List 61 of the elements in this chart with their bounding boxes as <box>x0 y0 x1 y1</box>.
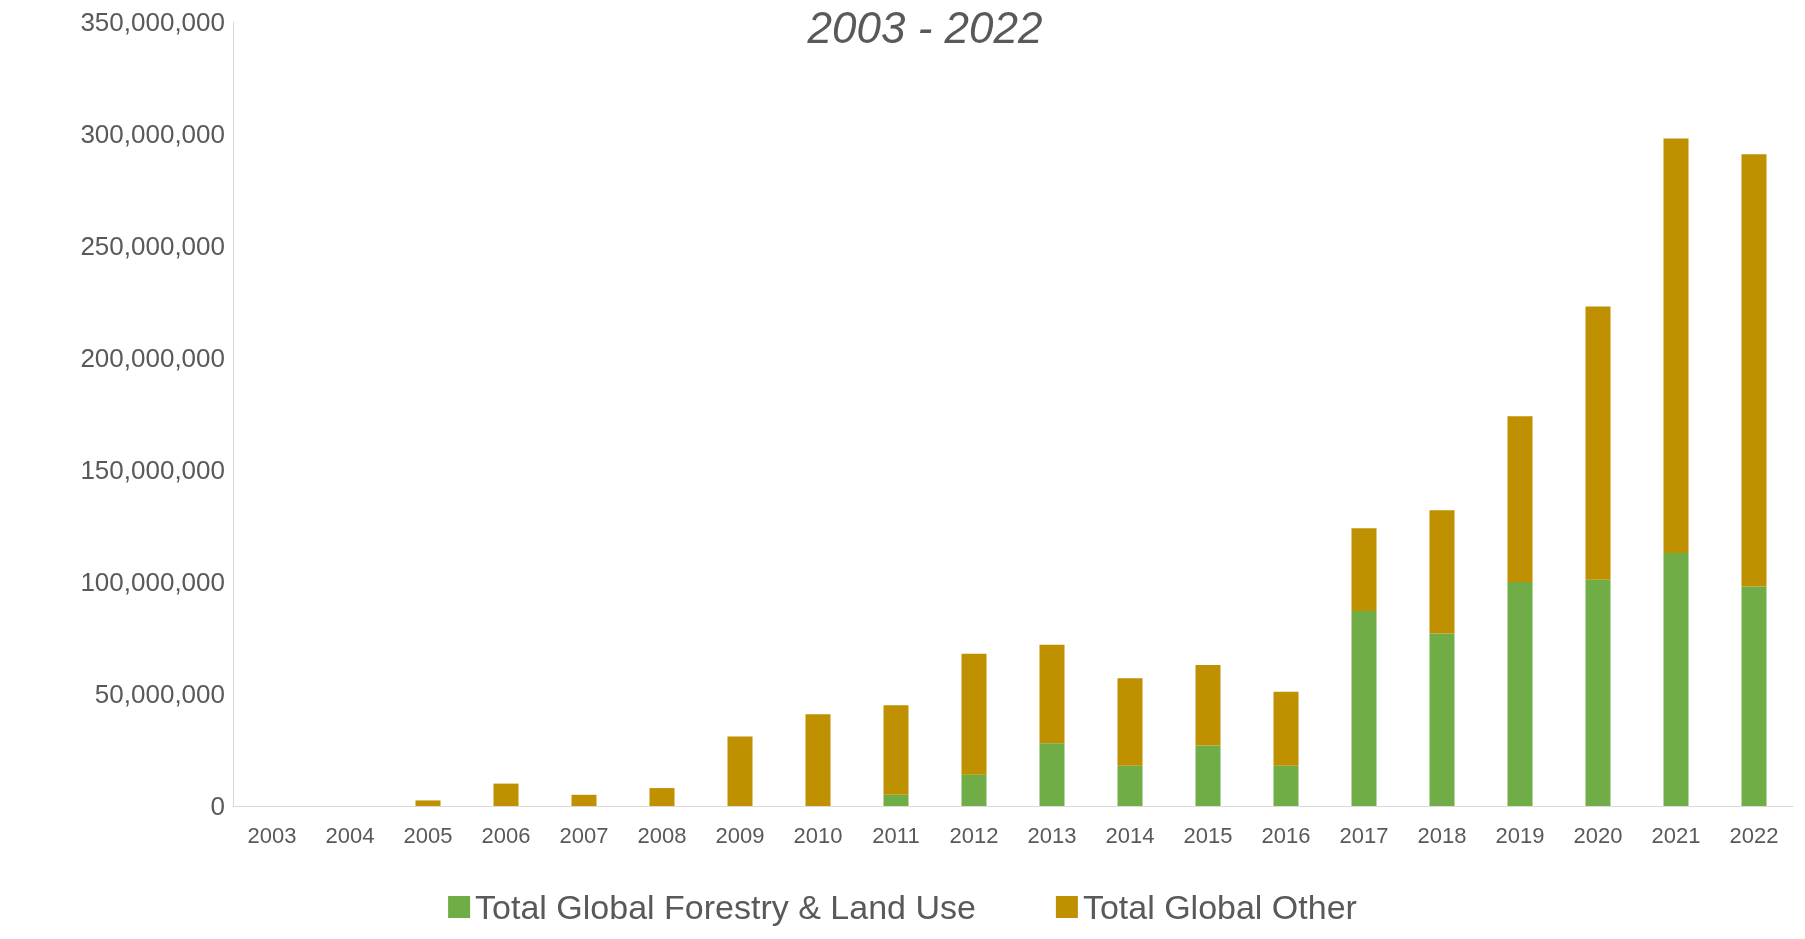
bar <box>1117 678 1143 766</box>
x-tick-label: 2016 <box>1261 822 1311 848</box>
x-tick-label: 2019 <box>1495 822 1545 848</box>
y-tick-label: 150,000,000 <box>80 455 225 485</box>
x-tick-label: 2007 <box>559 822 609 848</box>
bar <box>1273 691 1299 766</box>
bar <box>1663 138 1689 553</box>
bar <box>1039 743 1065 806</box>
y-tick-label: 300,000,000 <box>80 119 225 149</box>
x-tick-label: 2013 <box>1027 822 1077 848</box>
bar <box>1195 664 1221 746</box>
bar <box>1507 582 1533 806</box>
x-tick-label: 2022 <box>1729 822 1779 848</box>
x-tick-label: 2005 <box>403 822 453 848</box>
bar <box>1351 528 1377 612</box>
bar <box>1195 745 1221 806</box>
x-tick-label: 2015 <box>1183 822 1233 848</box>
bar <box>1429 510 1455 634</box>
x-tick-label: 2012 <box>949 822 999 848</box>
y-tick-label: 350,000,000 <box>80 7 225 37</box>
bar <box>1585 306 1611 580</box>
chart-title: 2003 - 2022 <box>806 2 1043 52</box>
x-tick-label: 2009 <box>715 822 765 848</box>
x-tick-label: 2021 <box>1651 822 1701 848</box>
bar <box>1741 586 1767 806</box>
bar <box>805 714 831 806</box>
bar <box>883 705 909 795</box>
x-tick-label: 2017 <box>1339 822 1389 848</box>
x-tick-label: 2020 <box>1573 822 1623 848</box>
x-tick-label: 2014 <box>1105 822 1155 848</box>
x-tick-label: 2006 <box>481 822 531 848</box>
bar <box>649 788 675 806</box>
x-tick-label: 2004 <box>325 822 375 848</box>
bar <box>1351 611 1377 806</box>
y-tick-label: 0 <box>210 791 225 821</box>
bar <box>961 653 987 775</box>
bar <box>1507 416 1533 582</box>
bar <box>1663 552 1689 806</box>
x-tick-label: 2018 <box>1417 822 1467 848</box>
legend-label: Total Global Forestry & Land Use <box>475 888 976 926</box>
y-tick-label: 100,000,000 <box>80 567 225 597</box>
x-tick-label: 2003 <box>247 822 297 848</box>
legend-label: Total Global Other <box>1082 888 1357 926</box>
x-tick-label: 2011 <box>872 822 920 848</box>
bar <box>571 794 597 806</box>
y-tick-label: 250,000,000 <box>80 231 225 261</box>
bar <box>1039 644 1065 744</box>
bar <box>1585 579 1611 806</box>
bar <box>1429 633 1455 806</box>
bar <box>883 794 909 806</box>
y-tick-label: 200,000,000 <box>80 343 225 373</box>
bar <box>1117 765 1143 806</box>
y-tick-label: 50,000,000 <box>94 679 225 709</box>
bar <box>1741 154 1767 587</box>
bar <box>493 783 519 806</box>
bar <box>415 800 441 806</box>
bar <box>961 774 987 806</box>
x-tick-label: 2010 <box>793 822 843 848</box>
x-tick-label: 2008 <box>637 822 687 848</box>
bar <box>727 736 753 806</box>
bar <box>1273 765 1299 806</box>
